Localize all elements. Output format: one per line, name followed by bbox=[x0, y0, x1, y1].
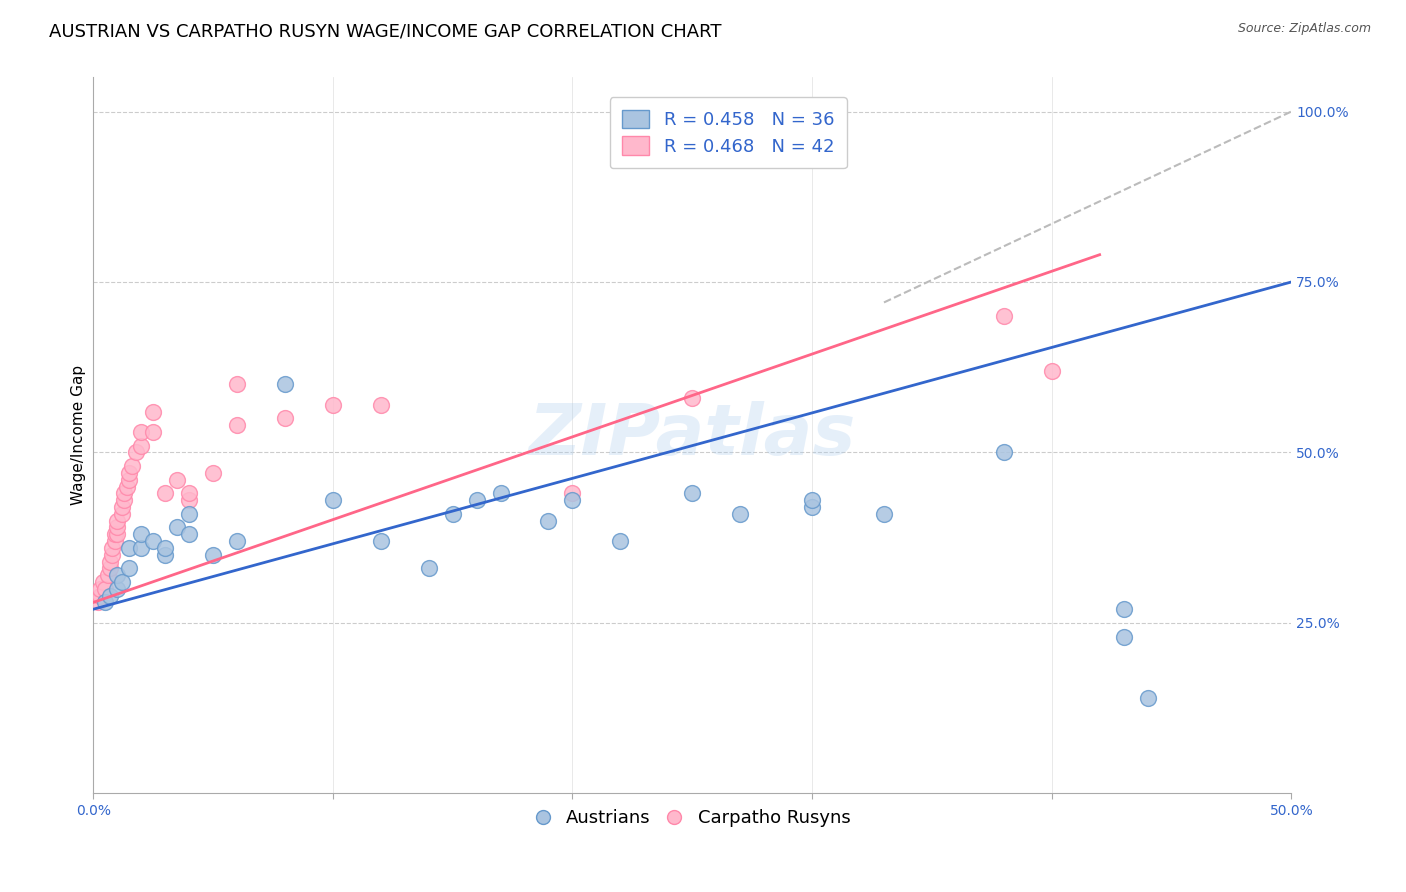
Point bbox=[226, 418, 249, 433]
Point bbox=[177, 507, 200, 521]
Point bbox=[322, 493, 344, 508]
Point bbox=[1040, 363, 1063, 377]
Point bbox=[98, 561, 121, 575]
Point bbox=[118, 561, 141, 575]
Point bbox=[873, 507, 896, 521]
Point bbox=[418, 561, 440, 575]
Point bbox=[681, 391, 703, 405]
Point bbox=[105, 527, 128, 541]
Point bbox=[177, 486, 200, 500]
Point bbox=[118, 541, 141, 555]
Point bbox=[142, 404, 165, 418]
Point bbox=[91, 574, 114, 589]
Point bbox=[465, 493, 488, 508]
Point bbox=[129, 425, 152, 439]
Point bbox=[153, 486, 176, 500]
Y-axis label: Wage/Income Gap: Wage/Income Gap bbox=[72, 366, 86, 506]
Point bbox=[801, 493, 824, 508]
Text: Source: ZipAtlas.com: Source: ZipAtlas.com bbox=[1237, 22, 1371, 36]
Point bbox=[681, 486, 703, 500]
Point bbox=[177, 527, 200, 541]
Point bbox=[129, 439, 152, 453]
Point bbox=[322, 398, 344, 412]
Point bbox=[101, 548, 124, 562]
Point bbox=[728, 507, 751, 521]
Point bbox=[118, 473, 141, 487]
Point bbox=[104, 534, 127, 549]
Point bbox=[101, 541, 124, 555]
Point bbox=[111, 500, 134, 514]
Point bbox=[201, 548, 224, 562]
Point bbox=[89, 589, 111, 603]
Point bbox=[125, 445, 148, 459]
Point bbox=[1136, 690, 1159, 705]
Point bbox=[129, 527, 152, 541]
Point bbox=[801, 500, 824, 514]
Point bbox=[98, 589, 121, 603]
Point bbox=[226, 377, 249, 392]
Point bbox=[105, 514, 128, 528]
Point bbox=[129, 541, 152, 555]
Point bbox=[105, 568, 128, 582]
Point bbox=[142, 534, 165, 549]
Point bbox=[111, 574, 134, 589]
Point bbox=[226, 534, 249, 549]
Text: ZIPatlas: ZIPatlas bbox=[529, 401, 856, 470]
Point bbox=[609, 534, 631, 549]
Point bbox=[1112, 602, 1135, 616]
Point bbox=[274, 411, 297, 425]
Text: AUSTRIAN VS CARPATHO RUSYN WAGE/INCOME GAP CORRELATION CHART: AUSTRIAN VS CARPATHO RUSYN WAGE/INCOME G… bbox=[49, 22, 721, 40]
Point bbox=[111, 507, 134, 521]
Point bbox=[153, 548, 176, 562]
Point bbox=[115, 479, 138, 493]
Point bbox=[118, 466, 141, 480]
Point bbox=[112, 486, 135, 500]
Legend: Austrians, Carpatho Rusyns: Austrians, Carpatho Rusyns bbox=[527, 802, 858, 834]
Point bbox=[87, 595, 110, 609]
Point bbox=[1112, 630, 1135, 644]
Point bbox=[177, 493, 200, 508]
Point bbox=[537, 514, 560, 528]
Point bbox=[561, 493, 583, 508]
Point bbox=[441, 507, 464, 521]
Point bbox=[105, 582, 128, 596]
Point bbox=[94, 582, 117, 596]
Point bbox=[993, 309, 1015, 323]
Point bbox=[89, 582, 111, 596]
Point bbox=[97, 568, 120, 582]
Point bbox=[370, 534, 392, 549]
Point bbox=[153, 541, 176, 555]
Point bbox=[98, 555, 121, 569]
Point bbox=[370, 398, 392, 412]
Point bbox=[112, 493, 135, 508]
Point bbox=[274, 377, 297, 392]
Point bbox=[561, 486, 583, 500]
Point bbox=[142, 425, 165, 439]
Point bbox=[105, 520, 128, 534]
Point bbox=[166, 520, 188, 534]
Point bbox=[201, 466, 224, 480]
Point bbox=[104, 527, 127, 541]
Point bbox=[489, 486, 512, 500]
Point bbox=[94, 595, 117, 609]
Point bbox=[993, 445, 1015, 459]
Point bbox=[121, 459, 143, 474]
Point bbox=[166, 473, 188, 487]
